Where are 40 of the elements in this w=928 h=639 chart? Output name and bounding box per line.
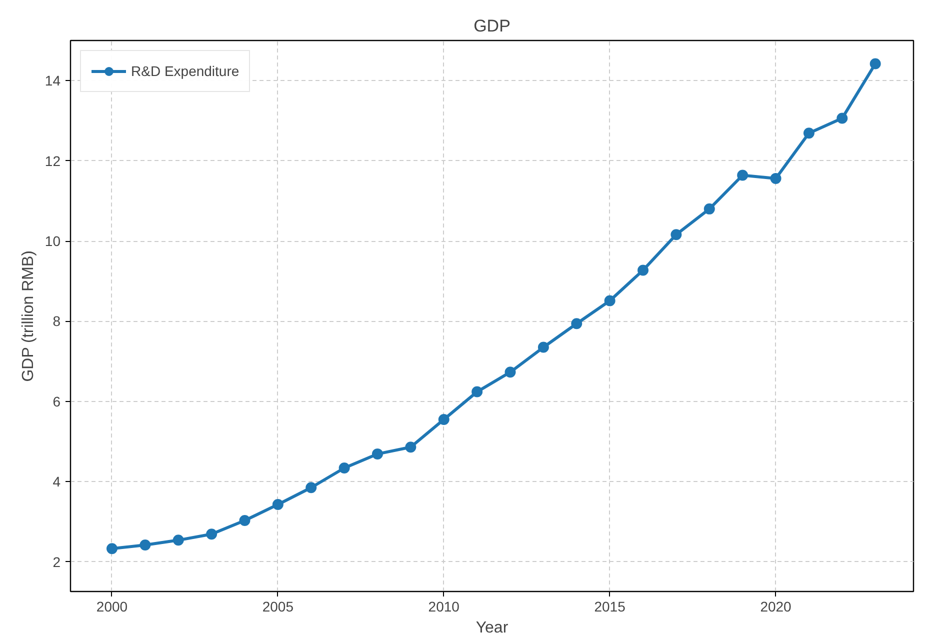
point: [172, 534, 184, 546]
point: [239, 515, 250, 526]
y-axis-title: GDP (trillion RMB): [20, 250, 37, 382]
point: [472, 386, 483, 398]
point: [604, 295, 616, 306]
y-tick-label: 12: [44, 152, 61, 169]
x-tick-label: 2010: [428, 598, 460, 614]
point: [571, 318, 582, 330]
point: [770, 172, 782, 184]
y-tick-label: 8: [52, 313, 61, 330]
x-tick-label: 2000: [96, 598, 128, 614]
point: [438, 414, 450, 425]
point: [870, 58, 881, 70]
point: [338, 462, 350, 474]
point: [106, 543, 118, 554]
y-tick-label: 4: [52, 474, 61, 490]
x-tick-label: 2015: [594, 598, 626, 614]
y-tick-label: 14: [44, 72, 61, 89]
point: [206, 528, 218, 540]
point: [803, 128, 814, 139]
point: [836, 112, 848, 124]
x-tick-label: 2020: [760, 598, 792, 614]
point: [538, 342, 549, 353]
legend-label: R&D Expenditure: [131, 63, 240, 79]
x-axis-title: Year: [476, 620, 509, 636]
y-tick-label: 10: [44, 233, 61, 250]
y-tick-label: 6: [52, 393, 61, 410]
point: [737, 170, 748, 181]
point: [140, 539, 151, 550]
point: [306, 482, 317, 494]
x-tick-label: 2005: [262, 598, 294, 614]
point: [670, 229, 682, 240]
point: [272, 498, 284, 510]
chart-title: GDP: [474, 16, 510, 36]
point: [504, 366, 516, 378]
point: [638, 264, 649, 276]
y-tick-label: 2: [52, 554, 61, 570]
point: [405, 442, 416, 453]
point: [704, 203, 715, 214]
point: [372, 448, 383, 460]
